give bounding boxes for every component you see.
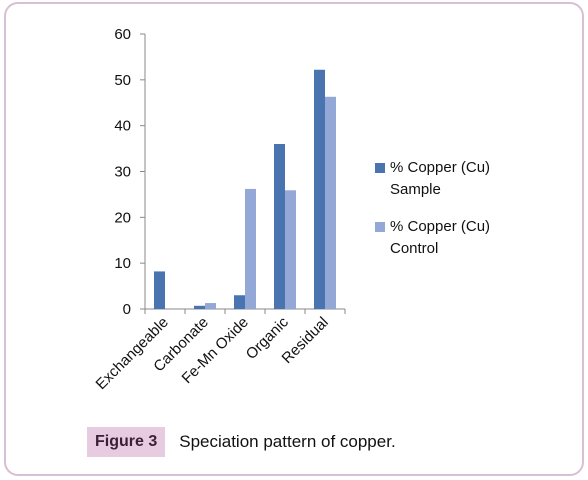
legend-swatch-sample: [375, 163, 385, 173]
y-tick-label: 0: [123, 301, 131, 318]
figure-label: Figure 3: [87, 427, 166, 457]
bar-control-fe-mn-oxide: [245, 188, 256, 309]
bar-control-organic: [285, 190, 296, 309]
bar-sample-fe-mn-oxide: [234, 295, 245, 309]
y-tick-label: 50: [114, 72, 131, 89]
y-tick-label: 20: [114, 209, 131, 226]
legend-label-control: % Copper (Cu) Control: [390, 218, 490, 257]
bar-control-residual: [325, 96, 336, 310]
y-tick-label: 60: [114, 26, 131, 43]
bar-sample-carbonate: [194, 305, 205, 309]
legend-label-sample: % Copper (Cu) Sample: [390, 159, 490, 198]
legend-swatch-control: [375, 222, 385, 232]
y-tick-label: 10: [114, 255, 131, 272]
bar-sample-residual: [314, 69, 325, 309]
figure-caption: Figure 3 Speciation pattern of copper.: [87, 426, 396, 458]
bar-control-carbonate: [205, 303, 216, 309]
bar-sample-exchangeable: [154, 271, 165, 309]
bar-sample-organic: [274, 144, 285, 309]
figure-caption-text: Speciation pattern of copper.: [179, 432, 396, 451]
bar-chart: 0102030405060ExchangeableCarbonateFe-Mn …: [93, 26, 490, 393]
y-tick-label: 40: [114, 118, 131, 135]
y-tick-label: 30: [114, 164, 131, 181]
